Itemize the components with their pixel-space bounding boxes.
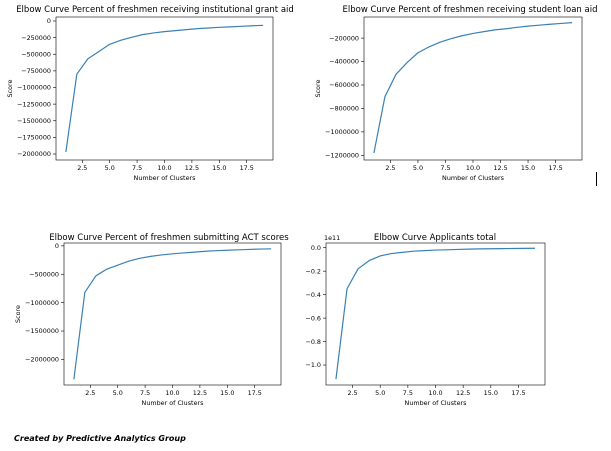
y-tick-label: −600000 — [329, 81, 359, 89]
y-axis-label: Score — [314, 79, 322, 97]
y-tick-label: −1000000 — [325, 128, 359, 136]
chart-title: Elbow Curve Applicants total — [374, 233, 496, 243]
x-tick-label: 12.5 — [493, 164, 507, 172]
chart-title: Elbow Curve Percent of freshmen receivin… — [343, 5, 598, 15]
x-tick-label: 17.5 — [511, 389, 525, 397]
x-tick-label: 12.5 — [456, 389, 470, 397]
x-tick-label: 2.5 — [77, 164, 87, 172]
y-tick-label: −400000 — [329, 58, 359, 66]
y-axis-label: Score — [14, 305, 22, 323]
y-tick-label: −0.2 — [305, 267, 321, 275]
series-line — [373, 22, 573, 154]
x-tick-label: 10.0 — [157, 164, 171, 172]
x-tick-label: 5.0 — [413, 164, 423, 172]
y-tick-label: −500000 — [21, 50, 51, 58]
y-tick-label: −1000000 — [17, 84, 51, 92]
chart-2: Elbow Curve Percent of freshmen receivin… — [314, 5, 597, 182]
y-tick-label: −1.0 — [305, 361, 321, 369]
y-tick-label: −800000 — [329, 105, 359, 113]
x-tick-label: 7.5 — [132, 164, 142, 172]
x-tick-label: 7.5 — [403, 389, 413, 397]
y-tick-label: 0 — [55, 242, 59, 250]
plot-frame — [325, 242, 546, 386]
plot-frame — [363, 16, 583, 161]
chart-title: Elbow Curve Percent of freshmen receivin… — [16, 5, 294, 15]
plot-frame — [55, 16, 274, 161]
plot-frame — [63, 242, 282, 386]
y-tick-label: −750000 — [21, 67, 51, 75]
chart-3: Elbow Curve Percent of freshmen submitti… — [14, 233, 289, 407]
x-axis-label: Number of Clusters — [134, 174, 197, 182]
x-tick-label: 10.0 — [428, 389, 442, 397]
x-tick-label: 10.0 — [466, 164, 480, 172]
y-tick-label: 0 — [47, 17, 51, 25]
x-tick-label: 15.0 — [484, 389, 498, 397]
x-tick-label: 17.5 — [548, 164, 562, 172]
x-tick-label: 2.5 — [85, 389, 95, 397]
y-tick-label: −500000 — [29, 270, 59, 278]
x-tick-label: 7.5 — [140, 389, 150, 397]
y-tick-label: −1750000 — [17, 134, 51, 142]
x-tick-label: 12.5 — [193, 389, 207, 397]
x-axis-label: Number of Clusters — [142, 399, 205, 407]
y-tick-label: −1250000 — [17, 100, 51, 108]
y-tick-label: −200000 — [329, 34, 359, 42]
y-tick-label: −2000000 — [17, 150, 51, 158]
x-tick-label: 17.5 — [240, 164, 254, 172]
series-line — [65, 24, 264, 153]
chart-title: Elbow Curve Percent of freshmen submitti… — [49, 233, 289, 243]
y-tick-label: 0.0 — [311, 244, 321, 252]
y-tick-label: −0.4 — [305, 291, 321, 299]
x-tick-label: 15.0 — [220, 389, 234, 397]
series-line — [73, 248, 272, 380]
x-tick-label: 7.5 — [440, 164, 450, 172]
y-axis-label: Score — [6, 79, 14, 97]
x-tick-label: 2.5 — [347, 389, 357, 397]
x-tick-label: 17.5 — [248, 389, 262, 397]
y-tick-label: −0.8 — [305, 338, 321, 346]
x-tick-label: 2.5 — [385, 164, 395, 172]
chart-4: Elbow Curve Applicants total 2.5 5.0 7.5 10.… — [305, 233, 546, 407]
x-tick-label: 15.0 — [521, 164, 535, 172]
x-tick-label: 5.0 — [105, 164, 115, 172]
y-tick-label: −0.6 — [305, 314, 321, 322]
y-tick-label: −2000000 — [25, 356, 59, 364]
chart-1: Elbow Curve Percent of freshmen receivin… — [6, 5, 294, 182]
text-cursor-mark — [596, 172, 597, 186]
footer-credit: Created by Predictive Analytics Group — [14, 434, 186, 443]
y-offset-label: 1e11 — [324, 234, 340, 242]
x-tick-label: 5.0 — [375, 389, 385, 397]
y-tick-label: −1500000 — [25, 327, 59, 335]
x-axis-label: Number of Clusters — [405, 399, 468, 407]
x-tick-label: 15.0 — [212, 164, 226, 172]
y-tick-label: −250000 — [21, 34, 51, 42]
x-tick-label: 10.0 — [165, 389, 179, 397]
x-tick-label: 12.5 — [185, 164, 199, 172]
x-tick-label: 5.0 — [113, 389, 123, 397]
x-axis-label: Number of Clusters — [442, 174, 505, 182]
series-line — [335, 247, 536, 380]
y-tick-label: −1200000 — [325, 152, 359, 160]
y-tick-label: −1000000 — [25, 299, 59, 307]
y-tick-label: −1500000 — [17, 117, 51, 125]
